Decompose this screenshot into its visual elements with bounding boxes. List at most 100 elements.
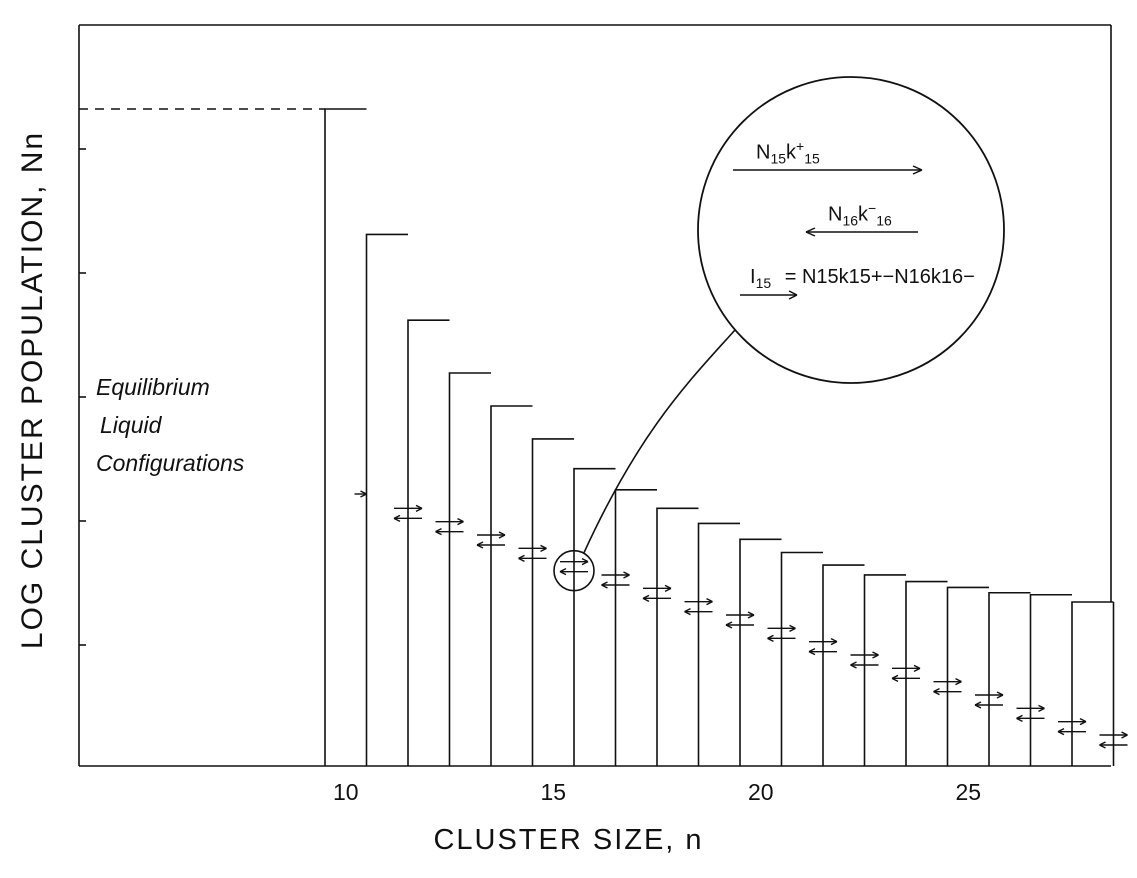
flux-arrow	[808, 648, 837, 656]
inset-flux-rhs: = N15k15+−N16k16−	[784, 266, 975, 288]
forward-arrow-head	[912, 165, 923, 175]
flux-arrow	[809, 638, 838, 646]
flux-arrow	[725, 621, 754, 629]
x-tick-label: 10	[333, 779, 359, 805]
equilibrium-note-line2: Liquid	[100, 412, 162, 438]
bar	[739, 538, 782, 766]
flux-arrow	[892, 664, 921, 672]
flux-arrow-head	[996, 691, 1004, 699]
equilibrium-note-line1: Equilibrium	[96, 374, 210, 400]
flux-arrow	[891, 674, 920, 682]
flux-arrow	[1016, 714, 1045, 722]
flux-arrow-head	[498, 531, 506, 539]
equilibrium-note-line3: Configurations	[96, 450, 245, 476]
bar	[365, 233, 408, 766]
flux-arrow-head	[664, 584, 672, 592]
bar	[1029, 593, 1072, 766]
flux-arrow-head	[1038, 704, 1045, 712]
flux-arrow	[518, 554, 547, 562]
magnifier-circle	[697, 76, 1005, 384]
flux-arrow	[684, 598, 713, 606]
x-tick-label: 15	[540, 779, 566, 805]
flux-arrow	[1016, 704, 1045, 712]
flux-arrow	[1099, 731, 1128, 739]
bar	[822, 564, 865, 766]
flux-arrow-head	[457, 518, 464, 526]
flux-arrow-head	[891, 674, 899, 682]
flux-arrow	[850, 651, 879, 659]
flux-arrows	[354, 490, 1128, 749]
backward-arrow-head	[805, 227, 816, 237]
flux-arrow	[1057, 728, 1086, 736]
bar	[1071, 601, 1114, 766]
x-tick-label: 20	[748, 779, 774, 805]
flux-arrow-head	[850, 661, 857, 669]
flux-arrow	[518, 544, 547, 552]
bar	[407, 319, 450, 766]
flux-arrow-head	[767, 634, 774, 642]
bar	[490, 405, 533, 766]
flux-arrow	[643, 584, 672, 592]
flux-arrow	[1058, 718, 1087, 726]
flux-arrow	[767, 624, 796, 632]
inset-flux-equation: I15 = N15k15+−N16k16−	[750, 266, 975, 291]
flux-arrow	[684, 608, 713, 616]
flux-arrow	[767, 634, 796, 642]
flux-arrow-head	[788, 290, 798, 300]
leader-line	[583, 329, 736, 553]
y-axis-label: LOG CLUSTER POPULATION, Nn	[16, 130, 49, 650]
flux-arrow-head	[1099, 741, 1106, 749]
flux-arrow-head	[789, 624, 796, 632]
flux-arrow	[476, 541, 505, 549]
bar	[531, 438, 574, 766]
x-axis-label: CLUSTER SIZE, n	[433, 824, 704, 856]
flux-arrow-head	[559, 568, 567, 576]
flux-arrow-head	[974, 701, 982, 709]
bar	[324, 108, 367, 766]
bar	[905, 580, 948, 766]
flux-arrow-head	[1016, 714, 1023, 722]
highlight-circle	[553, 549, 595, 592]
flux-arrow-head	[808, 648, 816, 656]
flux-arrow-head	[725, 621, 733, 629]
bars	[324, 108, 1115, 766]
flux-arrow-head	[642, 594, 650, 602]
flux-arrow-head	[1121, 731, 1128, 739]
inset-forward-rate: N15k+15	[756, 138, 820, 167]
bar	[988, 591, 1031, 766]
flux-arrow-head	[913, 664, 921, 672]
flux-arrow-head	[540, 544, 547, 552]
flux-arrow	[975, 691, 1004, 699]
bar	[780, 551, 823, 766]
flux-arrow-head	[747, 611, 755, 619]
flux-arrow-head	[393, 514, 401, 522]
x-tick-labels: 10 15 20 25	[333, 779, 981, 805]
flux-arrow-head	[601, 581, 608, 589]
x-tick-label: 25	[955, 779, 981, 805]
bar	[863, 574, 906, 766]
axes	[78, 24, 1112, 767]
flux-arrow-head	[955, 678, 962, 686]
flux-arrow-head	[581, 558, 589, 566]
flux-arrow-head	[435, 528, 442, 536]
flux-arrow	[477, 531, 506, 539]
flux-arrow	[393, 514, 422, 522]
flux-arrow-head	[933, 688, 940, 696]
flux-arrow-head	[415, 504, 423, 512]
bar	[656, 507, 699, 766]
flux-arrow	[933, 688, 962, 696]
bar	[573, 467, 616, 766]
bar	[697, 522, 740, 766]
flux-arrow	[435, 528, 464, 536]
bar	[614, 489, 657, 766]
flux-arrow	[559, 568, 588, 576]
flux-arrow-head	[476, 541, 484, 549]
flux-arrow-head	[623, 571, 630, 579]
flux-arrow-head	[706, 598, 713, 606]
flux-arrow-head	[1057, 728, 1065, 736]
flux-arrow	[601, 571, 630, 579]
flux-arrow	[850, 661, 879, 669]
flux-arrow	[435, 518, 464, 526]
flux-arrow-head	[360, 490, 367, 498]
flux-arrow	[1099, 741, 1128, 749]
